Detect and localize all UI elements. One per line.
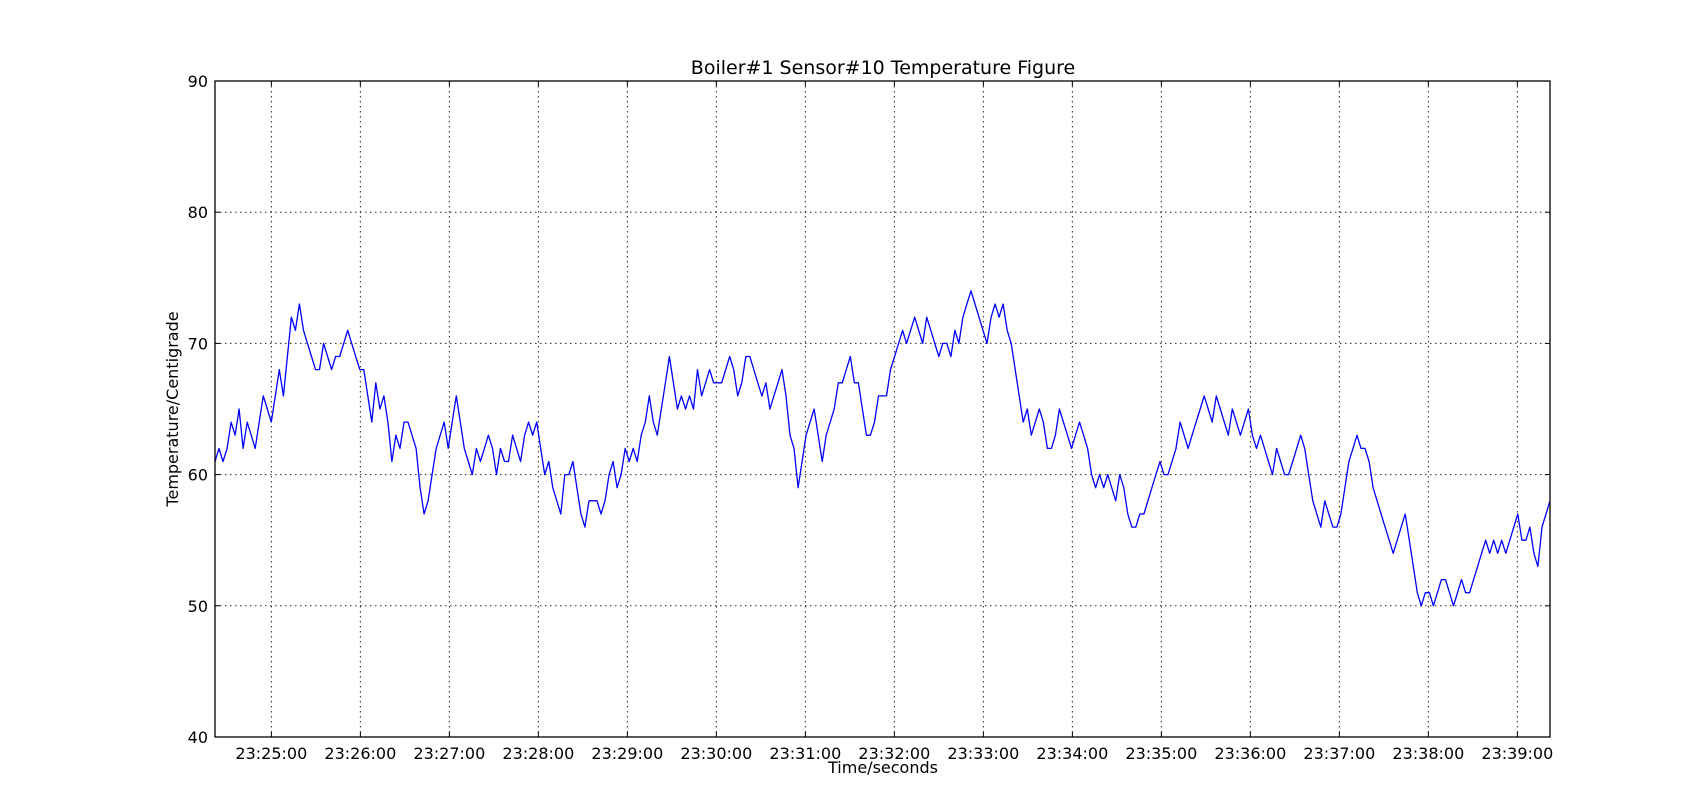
x-tick-label: 23:35:00 [1125, 744, 1197, 763]
x-axis-label: Time/seconds [827, 758, 938, 777]
y-tick-label: 40 [188, 728, 208, 747]
grid [215, 81, 1550, 737]
plot-frame [214, 80, 1551, 738]
x-tick-label: 23:29:00 [591, 744, 663, 763]
y-tick-label: 90 [188, 72, 208, 91]
x-tick-label: 23:39:00 [1481, 744, 1553, 763]
x-axis: 23:25:00 23:26:00 23:27:00 23:28:00 23:29:00… [235, 81, 1553, 763]
y-tick-label: 50 [188, 597, 208, 616]
y-axis: 40 50 60 70 80 90 [188, 72, 1550, 747]
x-tick-label: 23:38:00 [1392, 744, 1464, 763]
x-tick-label: 23:30:00 [680, 744, 752, 763]
x-tick-label: 23:25:00 [235, 744, 307, 763]
x-tick-label: 23:32:00 [858, 744, 930, 763]
x-tick-label: 23:26:00 [324, 744, 396, 763]
chart-title: Boiler#1 Sensor#10 Temperature Figure [691, 57, 1075, 79]
x-tick-label: 23:28:00 [502, 744, 574, 763]
y-tick-label: 70 [188, 334, 208, 353]
y-tick-label: 80 [188, 203, 208, 222]
x-tick-label: 23:33:00 [947, 744, 1019, 763]
x-tick-label: 23:27:00 [413, 744, 485, 763]
x-tick-label: 23:37:00 [1303, 744, 1375, 763]
y-tick-label: 60 [188, 466, 208, 485]
x-tick-label: 23:31:00 [769, 744, 841, 763]
x-tick-label: 23:36:00 [1214, 744, 1286, 763]
x-tick-label: 23:34:00 [1036, 744, 1108, 763]
series-line [214, 290, 1551, 607]
y-axis-label: Temperature/Centigrade [163, 311, 182, 507]
